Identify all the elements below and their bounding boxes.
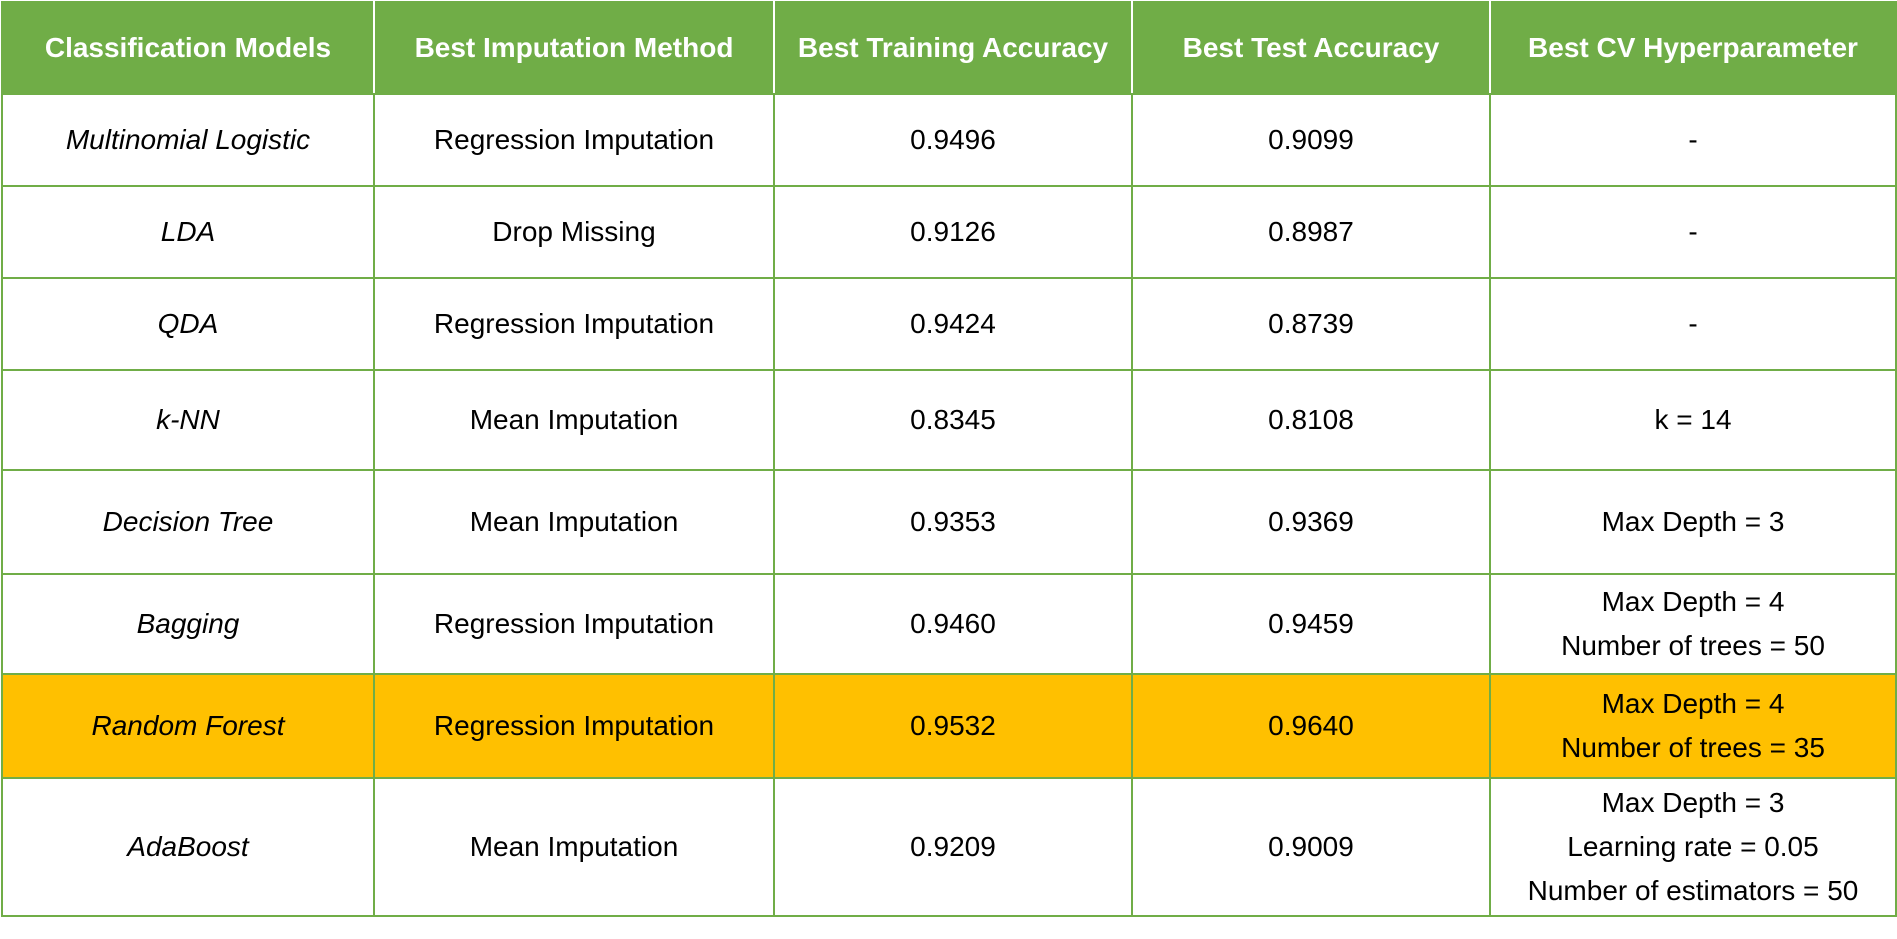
table-row-highlighted: Random Forest Regression Imputation 0.95…	[1, 673, 1897, 779]
model-name: Bagging	[1, 573, 375, 675]
table-row: Multinomial Logistic Regression Imputati…	[1, 93, 1897, 187]
imputation-method: Mean Imputation	[373, 469, 775, 575]
cv-hyperparameter: Max Depth = 3	[1489, 469, 1897, 575]
cv-hyperparameter: k = 14	[1489, 369, 1897, 471]
model-name: Random Forest	[1, 673, 375, 779]
model-name: AdaBoost	[1, 777, 375, 917]
imputation-method: Regression Imputation	[373, 673, 775, 779]
test-accuracy: 0.9640	[1131, 673, 1491, 779]
test-accuracy: 0.8108	[1131, 369, 1491, 471]
table-row: QDA Regression Imputation 0.9424 0.8739 …	[1, 277, 1897, 371]
cv-hyperparameter: -	[1489, 185, 1897, 279]
imputation-method: Regression Imputation	[373, 573, 775, 675]
model-comparison-table: Classification Models Best Imputation Me…	[1, 1, 1897, 917]
test-accuracy: 0.9459	[1131, 573, 1491, 675]
hyperparameter-line: Max Depth = 4	[1601, 586, 1785, 617]
table-header-row: Classification Models Best Imputation Me…	[1, 1, 1897, 95]
hyperparameter-line: Learning rate = 0.05	[1567, 831, 1819, 862]
training-accuracy: 0.9496	[773, 93, 1133, 187]
training-accuracy: 0.8345	[773, 369, 1133, 471]
cv-hyperparameter: -	[1489, 277, 1897, 371]
test-accuracy: 0.9009	[1131, 777, 1491, 917]
model-name: Multinomial Logistic	[1, 93, 375, 187]
training-accuracy: 0.9209	[773, 777, 1133, 917]
header-classification-models: Classification Models	[1, 1, 375, 95]
imputation-method: Regression Imputation	[373, 277, 775, 371]
model-name: LDA	[1, 185, 375, 279]
imputation-method: Mean Imputation	[373, 369, 775, 471]
imputation-method: Regression Imputation	[373, 93, 775, 187]
hyperparameter-line: Max Depth = 3	[1601, 506, 1785, 537]
model-name: k-NN	[1, 369, 375, 471]
cv-hyperparameter: Max Depth = 4 Number of trees = 35	[1489, 673, 1897, 779]
model-name: Decision Tree	[1, 469, 375, 575]
imputation-method: Mean Imputation	[373, 777, 775, 917]
header-best-cv-hyperparameter: Best CV Hyperparameter	[1489, 1, 1897, 95]
training-accuracy: 0.9532	[773, 673, 1133, 779]
table-row: k-NN Mean Imputation 0.8345 0.8108 k = 1…	[1, 369, 1897, 471]
hyperparameter-line: -	[1688, 308, 1698, 339]
model-name: QDA	[1, 277, 375, 371]
training-accuracy: 0.9353	[773, 469, 1133, 575]
header-best-training-accuracy: Best Training Accuracy	[773, 1, 1133, 95]
table-row: LDA Drop Missing 0.9126 0.8987 -	[1, 185, 1897, 279]
training-accuracy: 0.9460	[773, 573, 1133, 675]
test-accuracy: 0.8739	[1131, 277, 1491, 371]
hyperparameter-line: k = 14	[1654, 404, 1732, 435]
test-accuracy: 0.9099	[1131, 93, 1491, 187]
cv-hyperparameter: Max Depth = 3 Learning rate = 0.05 Numbe…	[1489, 777, 1897, 917]
table-row: AdaBoost Mean Imputation 0.9209 0.9009 M…	[1, 777, 1897, 917]
hyperparameter-line: Max Depth = 3	[1601, 787, 1785, 818]
training-accuracy: 0.9424	[773, 277, 1133, 371]
test-accuracy: 0.8987	[1131, 185, 1491, 279]
test-accuracy: 0.9369	[1131, 469, 1491, 575]
header-best-test-accuracy: Best Test Accuracy	[1131, 1, 1491, 95]
table-row: Bagging Regression Imputation 0.9460 0.9…	[1, 573, 1897, 675]
cv-hyperparameter: -	[1489, 93, 1897, 187]
hyperparameter-line: Number of trees = 50	[1561, 630, 1825, 661]
table-row: Decision Tree Mean Imputation 0.9353 0.9…	[1, 469, 1897, 575]
hyperparameter-line: Max Depth = 4	[1601, 688, 1785, 719]
hyperparameter-line: -	[1688, 124, 1698, 155]
cv-hyperparameter: Max Depth = 4 Number of trees = 50	[1489, 573, 1897, 675]
training-accuracy: 0.9126	[773, 185, 1133, 279]
header-best-imputation-method: Best Imputation Method	[373, 1, 775, 95]
hyperparameter-line: Number of estimators = 50	[1527, 875, 1859, 906]
imputation-method: Drop Missing	[373, 185, 775, 279]
hyperparameter-line: -	[1688, 216, 1698, 247]
hyperparameter-line: Number of trees = 35	[1561, 732, 1825, 763]
